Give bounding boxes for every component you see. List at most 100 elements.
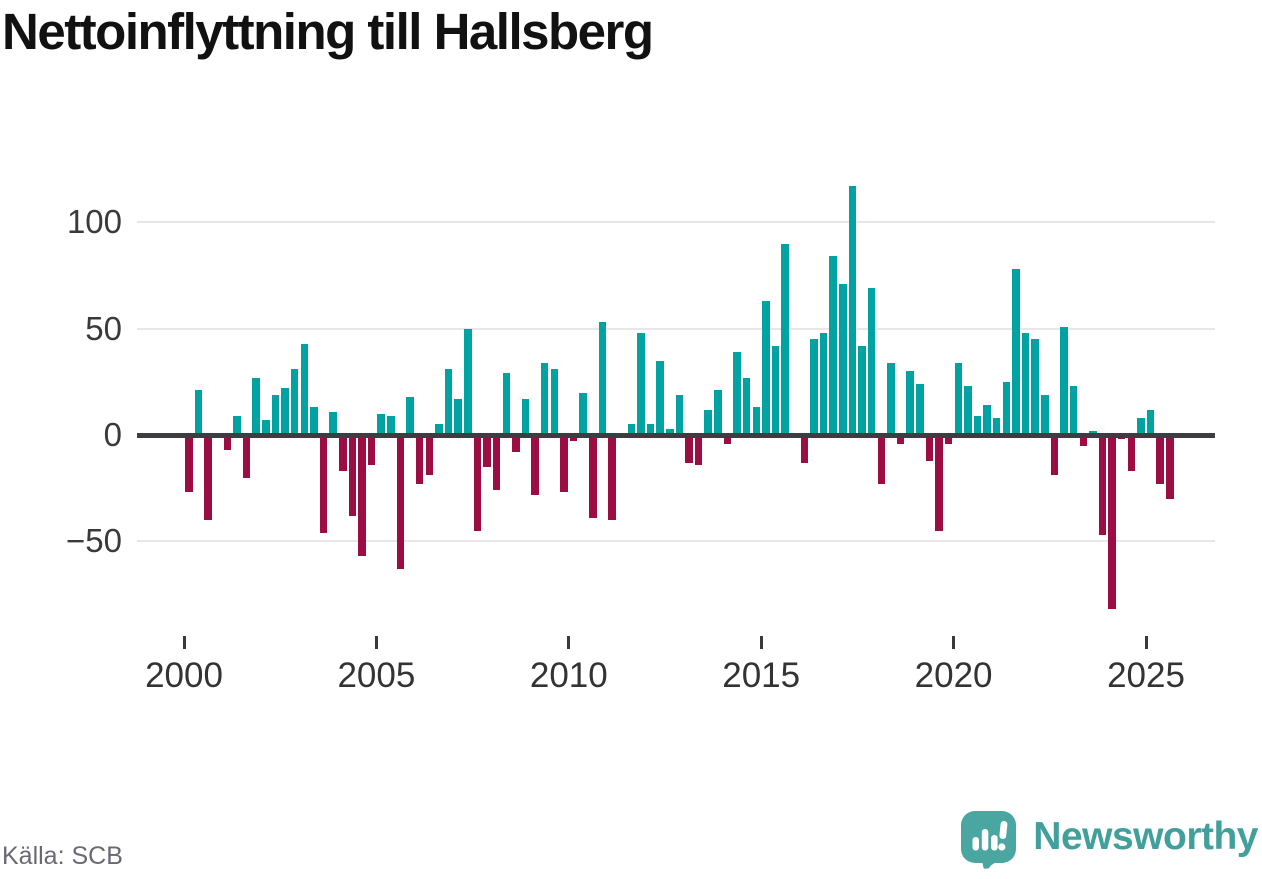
bar xyxy=(646,424,655,435)
bar xyxy=(233,415,241,435)
bar xyxy=(762,301,770,435)
x-axis-tick xyxy=(567,636,571,649)
x-axis-tick xyxy=(182,636,186,649)
bar xyxy=(387,415,395,435)
bar xyxy=(262,420,270,435)
bar xyxy=(723,435,732,444)
bar xyxy=(1079,435,1088,446)
bar xyxy=(223,435,232,450)
bar xyxy=(627,424,636,435)
bar xyxy=(944,435,953,444)
bar xyxy=(877,435,886,484)
bar xyxy=(339,435,347,472)
bar xyxy=(290,369,299,435)
newsworthy-logo-icon xyxy=(961,811,1017,869)
bar xyxy=(800,435,809,463)
bar xyxy=(271,394,280,435)
bar xyxy=(550,369,559,435)
bar xyxy=(992,418,1001,435)
bar xyxy=(483,435,491,467)
bar xyxy=(540,362,549,435)
bar xyxy=(1060,326,1068,435)
x-axis-tick xyxy=(1144,636,1148,649)
bar xyxy=(242,435,251,478)
bar xyxy=(1146,409,1155,435)
bar xyxy=(319,435,328,533)
newsworthy-brand: Newsworthy xyxy=(960,810,1258,869)
bar xyxy=(589,435,597,518)
bar xyxy=(569,435,578,442)
bar xyxy=(858,345,866,435)
bar xyxy=(300,343,309,435)
bar xyxy=(425,435,434,476)
bar xyxy=(1127,435,1136,472)
bar xyxy=(1012,269,1020,435)
x-axis-label: 2015 xyxy=(722,656,801,695)
bar xyxy=(1156,435,1164,484)
bar xyxy=(454,398,462,435)
bar xyxy=(1069,386,1078,435)
bar xyxy=(492,435,501,491)
bar xyxy=(906,371,914,435)
bar xyxy=(185,435,193,493)
x-axis-label: 2000 xyxy=(145,656,223,695)
bar xyxy=(1031,339,1039,435)
bar xyxy=(1050,435,1059,476)
bar xyxy=(473,435,482,531)
gridline xyxy=(137,540,1215,543)
bar xyxy=(733,352,741,435)
bar xyxy=(310,407,318,435)
bar xyxy=(444,369,453,435)
bar xyxy=(752,407,761,435)
x-axis-label: 2005 xyxy=(337,656,416,695)
source-label: Källa: SCB xyxy=(2,842,123,870)
bar xyxy=(579,392,587,435)
bar xyxy=(685,435,693,463)
bar xyxy=(656,360,664,435)
x-axis-label: 2020 xyxy=(914,656,993,695)
bar xyxy=(925,435,934,461)
x-axis-label: 2025 xyxy=(1107,656,1185,695)
bar xyxy=(367,435,376,465)
bar xyxy=(954,362,963,435)
bar xyxy=(742,377,751,435)
bar xyxy=(896,435,905,444)
bar xyxy=(675,394,684,435)
y-axis-label: −50 xyxy=(66,522,122,560)
bar xyxy=(464,328,472,435)
bar xyxy=(531,435,539,495)
bar xyxy=(867,288,876,435)
bar xyxy=(281,388,289,435)
bar xyxy=(396,435,405,569)
bar xyxy=(1166,435,1174,499)
bar xyxy=(848,186,857,435)
bar xyxy=(704,409,712,435)
bar xyxy=(598,322,607,435)
gridline xyxy=(137,327,1215,330)
bar xyxy=(204,435,212,521)
bar xyxy=(666,428,674,435)
bar xyxy=(1137,418,1145,435)
zero-axis-line xyxy=(137,432,1215,438)
bar xyxy=(983,405,991,435)
bar xyxy=(415,435,424,484)
bar xyxy=(194,390,203,435)
y-axis-label: 0 xyxy=(103,416,122,453)
bar xyxy=(502,373,511,435)
bar xyxy=(887,362,895,435)
bar xyxy=(521,398,530,435)
y-axis-label: 50 xyxy=(85,309,122,347)
bar xyxy=(637,332,645,435)
bar xyxy=(694,435,703,465)
bar xyxy=(512,435,520,452)
bar xyxy=(973,415,982,435)
newsworthy-wordmark: Newsworthy xyxy=(1033,815,1258,858)
bar xyxy=(406,396,414,435)
x-axis-tick xyxy=(952,636,956,649)
bar xyxy=(916,384,924,435)
bar xyxy=(329,411,337,435)
bar xyxy=(810,339,818,435)
gridline xyxy=(137,221,1215,224)
